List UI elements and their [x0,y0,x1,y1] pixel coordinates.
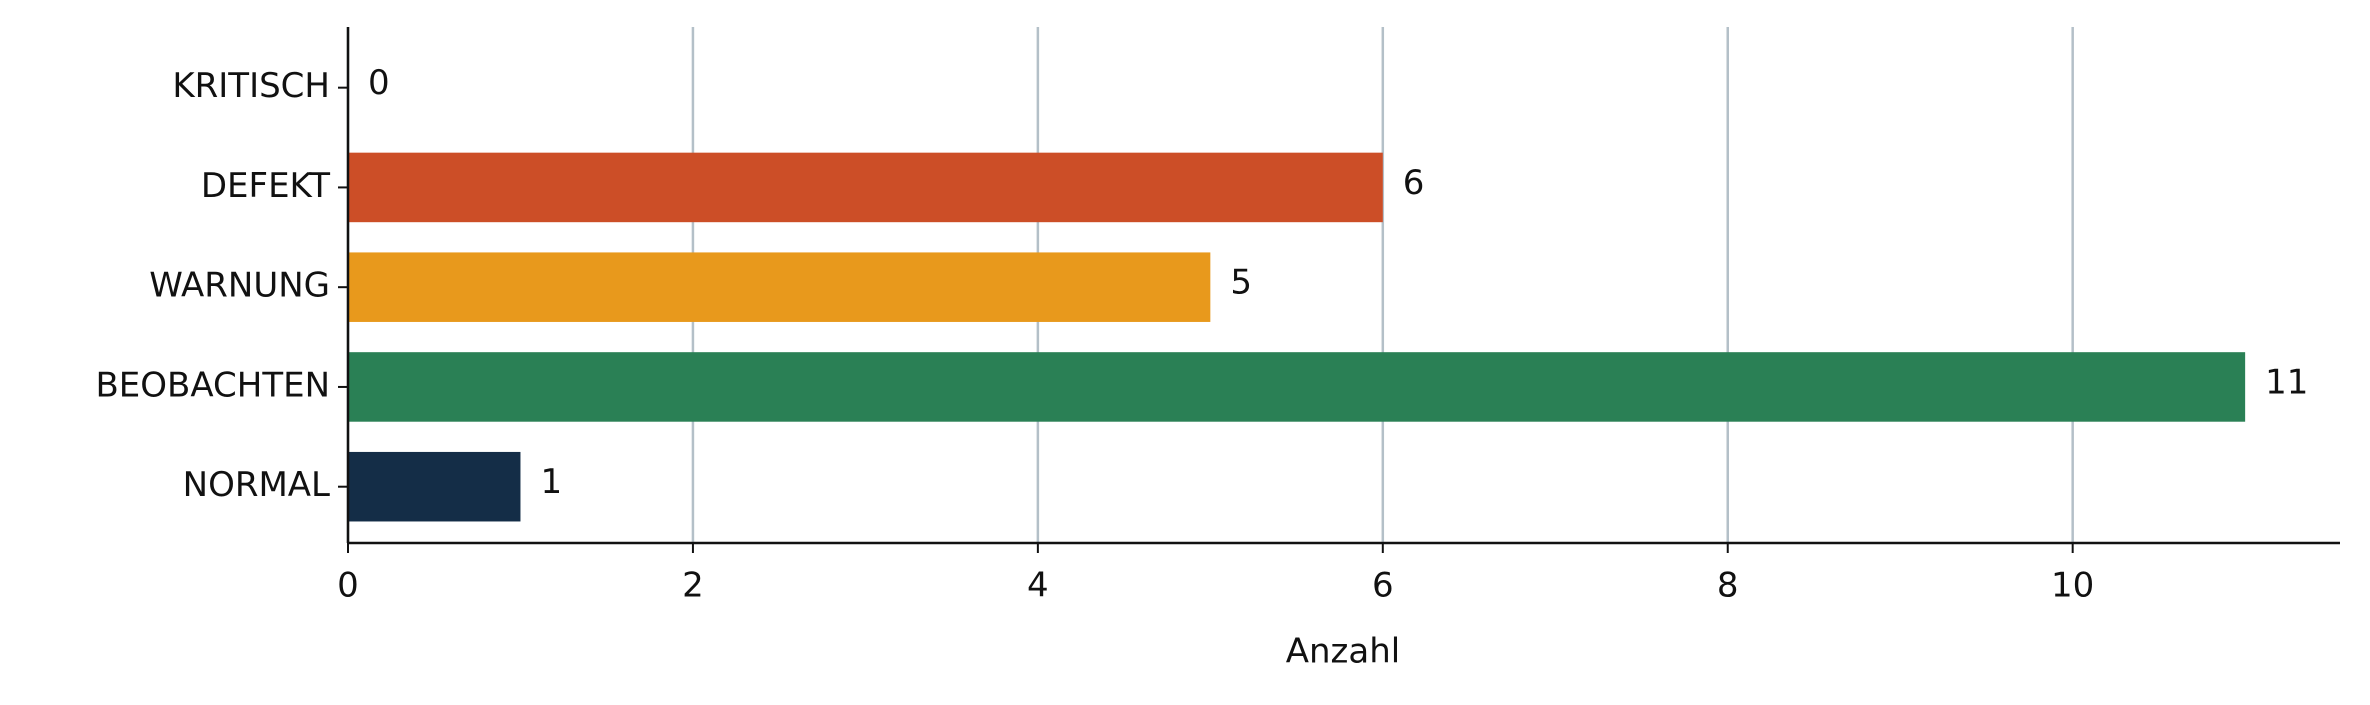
x-tick-label: 6 [1372,566,1394,606]
x-tick-label: 10 [2051,566,2094,606]
x-tick-label: 4 [1027,566,1049,606]
x-tick-label: 8 [1717,566,1739,606]
y-tick-label: KRITISCH [172,66,330,106]
value-label: 0 [368,63,390,103]
value-label: 11 [2265,362,2308,402]
y-tick-label: WARNUNG [149,266,330,306]
bar [348,451,521,522]
y-tick-label: NORMAL [183,465,330,505]
value-label: 5 [1230,263,1252,303]
bar [348,252,1211,322]
bar [348,152,1383,223]
y-tick-label: DEFEKT [201,166,330,206]
value-label: 1 [540,462,562,502]
x-axis-label: Anzahl [1286,632,1400,672]
x-tick-label: 2 [682,566,704,606]
bar [348,352,2246,422]
y-tick-label: BEOBACHTEN [95,365,330,405]
value-label: 6 [1403,163,1425,203]
x-tick-label: 0 [337,566,359,606]
